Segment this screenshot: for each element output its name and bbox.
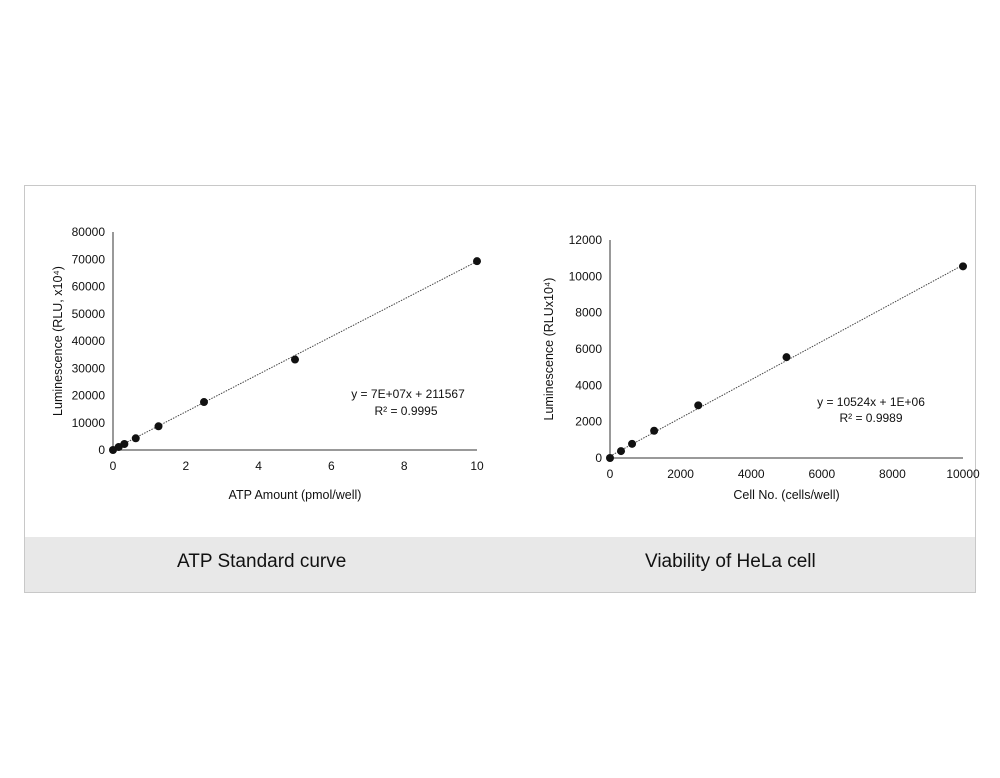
x-tick-label: 4 — [255, 459, 262, 473]
y-tick-label: 60000 — [72, 280, 106, 294]
x-tick-label: 0 — [607, 467, 614, 481]
y-tick-label: 6000 — [575, 342, 602, 356]
trendline — [112, 260, 478, 450]
caption-bar: ATP Standard curve Viability of HeLa cel… — [25, 537, 975, 592]
data-point — [200, 398, 208, 407]
x-tick-label: 6 — [328, 459, 335, 473]
y-tick-label: 0 — [98, 443, 105, 457]
data-point — [291, 355, 299, 364]
x-tick-label: 2 — [182, 459, 189, 473]
chart-hela-viability: 0 2000 4000 6000 8000 10000 12000 0 2000 4000 6000… — [542, 233, 980, 502]
x-axis-title: Cell No. (cells/well) — [733, 488, 839, 502]
y-tick-label: 12000 — [569, 233, 603, 247]
y-axis-title: Luminescence (RLU, x10⁴) — [51, 266, 65, 416]
data-point — [628, 439, 637, 448]
y-tick-label: 70000 — [72, 252, 106, 266]
x-tick-label: 2000 — [667, 467, 694, 481]
y-tick-label: 50000 — [72, 307, 106, 321]
r-squared-label: R² = 0.9989 — [839, 411, 902, 425]
data-point — [154, 422, 163, 431]
y-tick-label: 8000 — [575, 306, 602, 320]
x-tick-label: 8000 — [879, 467, 906, 481]
trendline-equation: y = 10524x + 1E+06 — [817, 395, 925, 409]
y-tick-label: 2000 — [575, 415, 602, 429]
y-tick-label: 30000 — [72, 361, 106, 375]
y-tick-label: 0 — [595, 451, 602, 465]
chart-atp-standard-curve: 0 10000 20000 30000 40000 50000 60000 70000 8000… — [51, 225, 484, 502]
y-tick-label: 10000 — [72, 416, 106, 430]
data-point — [959, 262, 967, 271]
y-tick-label: 4000 — [575, 378, 602, 392]
data-point — [694, 401, 703, 410]
caption-atp-standard-curve: ATP Standard curve — [177, 551, 347, 572]
x-tick-label: 10000 — [946, 467, 980, 481]
x-tick-label: 10 — [470, 459, 484, 473]
data-point — [473, 257, 481, 266]
figure-frame: 0 10000 20000 30000 40000 50000 60000 70000 8000… — [24, 185, 980, 593]
x-tick-label: 6000 — [808, 467, 835, 481]
r-squared-label: R² = 0.9995 — [374, 404, 437, 418]
y-axis-title: Luminescence (RLUx10⁴) — [542, 278, 556, 421]
x-tick-label: 4000 — [738, 467, 765, 481]
x-axis-title: ATP Amount (pmol/well) — [229, 488, 362, 502]
trendline-equation: y = 7E+07x + 211567 — [351, 387, 465, 401]
y-tick-label: 40000 — [72, 334, 106, 348]
data-point — [782, 353, 791, 362]
x-tick-label: 0 — [110, 459, 117, 473]
data-point — [120, 440, 129, 449]
data-point — [606, 454, 614, 462]
y-tick-label: 80000 — [72, 225, 106, 239]
caption-hela-viability: Viability of HeLa cell — [645, 551, 816, 572]
data-point — [650, 426, 659, 435]
data-point — [617, 447, 626, 456]
y-tick-label: 10000 — [569, 269, 603, 283]
x-tick-label: 8 — [401, 459, 408, 473]
y-tick-label: 20000 — [72, 389, 106, 403]
data-point — [131, 434, 140, 443]
